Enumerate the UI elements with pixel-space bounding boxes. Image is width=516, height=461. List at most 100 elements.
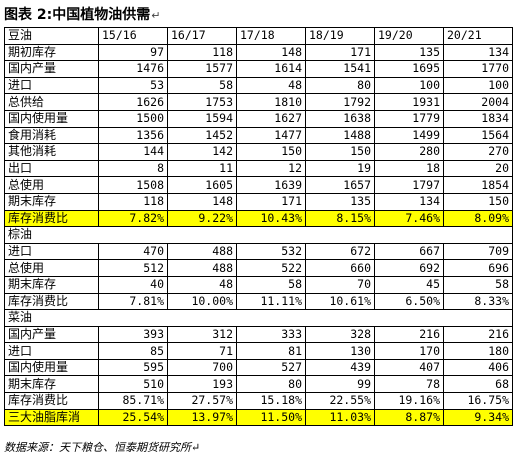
value-cell: 672 [305, 242, 375, 261]
table-row: 总使用 512 488 522 660 692 696 [4, 259, 513, 277]
value-cell: 85.71% [98, 392, 168, 410]
table-row: 库存消费比 7.81% 10.00% 11.11% 10.61% 6.50% 8.33% [4, 292, 513, 311]
row-label: 期末库存 [4, 192, 99, 211]
section-name: 菜油 [4, 309, 99, 327]
value-cell: 216 [374, 325, 444, 344]
row-label: 期初库存 [4, 43, 99, 62]
row-label: 出口 [4, 159, 99, 178]
value-cell: 78 [374, 375, 444, 394]
value-cell: 18 [374, 159, 444, 178]
value-cell: 11.11% [236, 292, 306, 311]
value-cell: 171 [236, 192, 306, 211]
value-cell: 85 [98, 342, 168, 360]
value-cell: 8 [98, 159, 168, 178]
value-cell: 1476 [98, 60, 168, 78]
row-label: 总使用 [4, 176, 99, 194]
section-header-row: 豆油 15/16 16/17 17/18 18/19 19/20 20/21 [4, 27, 513, 45]
value-cell: 134 [374, 192, 444, 211]
value-cell: 328 [305, 325, 375, 344]
value-cell: 1797 [374, 176, 444, 194]
value-cell: 1779 [374, 109, 444, 128]
value-cell: 144 [98, 143, 168, 161]
value-cell: 1657 [305, 176, 375, 194]
year-header: 15/16 [98, 27, 168, 45]
empty-cell [236, 226, 306, 244]
empty-cell [98, 309, 168, 327]
value-cell: 7.46% [374, 209, 444, 228]
row-label: 库存消费比 [4, 392, 99, 410]
row-label: 国内产量 [4, 60, 99, 78]
value-cell: 1854 [443, 176, 513, 194]
value-cell: 25.54% [98, 408, 168, 427]
table-body: 豆油 15/16 16/17 17/18 18/19 19/20 20/21 期初库存 97 11… [4, 27, 513, 427]
empty-cell [305, 226, 375, 244]
value-cell: 10.43% [236, 209, 306, 228]
value-cell: 148 [167, 192, 237, 211]
value-cell: 1488 [305, 126, 375, 145]
row-label: 进口 [4, 242, 99, 261]
value-cell: 1477 [236, 126, 306, 145]
value-cell: 1577 [167, 60, 237, 78]
table-row: 库存消费比 85.71% 27.57% 15.18% 22.55% 19.16% 16.75… [4, 392, 513, 410]
table-row: 进口 85 71 81 130 170 180 [4, 342, 513, 360]
row-label: 食用消耗 [4, 126, 99, 145]
value-cell: 1626 [98, 93, 168, 111]
value-cell: 522 [236, 259, 306, 277]
table-row: 期初库存 97 118 148 171 135 134 [4, 43, 513, 62]
value-cell: 1541 [305, 60, 375, 78]
value-cell: 1627 [236, 109, 306, 128]
table-row: 其他消耗 144 142 150 150 280 270 [4, 143, 513, 161]
table-row: 总供给 1626 1753 1810 1792 1931 2004 [4, 93, 513, 111]
table-row: 进口 470 488 532 672 667 709 [4, 242, 513, 261]
value-cell: 1500 [98, 109, 168, 128]
value-cell: 13.97% [167, 408, 237, 427]
value-cell: 53 [98, 76, 168, 95]
empty-cell [236, 309, 306, 327]
value-cell: 45 [374, 275, 444, 294]
value-cell: 1638 [305, 109, 375, 128]
value-cell: 393 [98, 325, 168, 344]
row-label: 国内使用量 [4, 358, 99, 377]
year-header: 20/21 [443, 27, 513, 45]
value-cell: 15.18% [236, 392, 306, 410]
value-cell: 100 [374, 76, 444, 95]
value-cell: 700 [167, 358, 237, 377]
value-cell: 406 [443, 358, 513, 377]
value-cell: 118 [167, 43, 237, 62]
value-cell: 80 [305, 76, 375, 95]
value-cell: 99 [305, 375, 375, 394]
value-cell: 10.00% [167, 292, 237, 311]
value-cell: 510 [98, 375, 168, 394]
value-cell: 27.57% [167, 392, 237, 410]
value-cell: 8.87% [374, 408, 444, 427]
value-cell: 58 [236, 275, 306, 294]
section-name: 棕油 [4, 226, 99, 244]
row-label: 库存消费比 [4, 209, 99, 228]
value-cell: 1564 [443, 126, 513, 145]
row-label: 其他消耗 [4, 143, 99, 161]
empty-cell [443, 309, 513, 327]
value-cell: 180 [443, 342, 513, 360]
value-cell: 135 [305, 192, 375, 211]
value-cell: 16.75% [443, 392, 513, 410]
value-cell: 150 [443, 192, 513, 211]
row-label: 库存消费比 [4, 292, 99, 311]
value-cell: 11.50% [236, 408, 306, 427]
row-label: 期末库存 [4, 375, 99, 394]
value-cell: 660 [305, 259, 375, 277]
value-cell: 20 [443, 159, 513, 178]
value-cell: 193 [167, 375, 237, 394]
value-cell: 71 [167, 342, 237, 360]
value-cell: 12 [236, 159, 306, 178]
section-header-row: 棕油 [4, 226, 513, 244]
value-cell: 1499 [374, 126, 444, 145]
value-cell: 19.16% [374, 392, 444, 410]
year-header: 17/18 [236, 27, 306, 45]
value-cell: 58 [167, 76, 237, 95]
table-row: 出口 8 11 12 19 18 20 [4, 159, 513, 178]
value-cell: 1834 [443, 109, 513, 128]
figure-title-text: 图表 2:中国植物油供需 [4, 7, 151, 23]
value-cell: 130 [305, 342, 375, 360]
value-cell: 216 [443, 325, 513, 344]
value-cell: 1753 [167, 93, 237, 111]
